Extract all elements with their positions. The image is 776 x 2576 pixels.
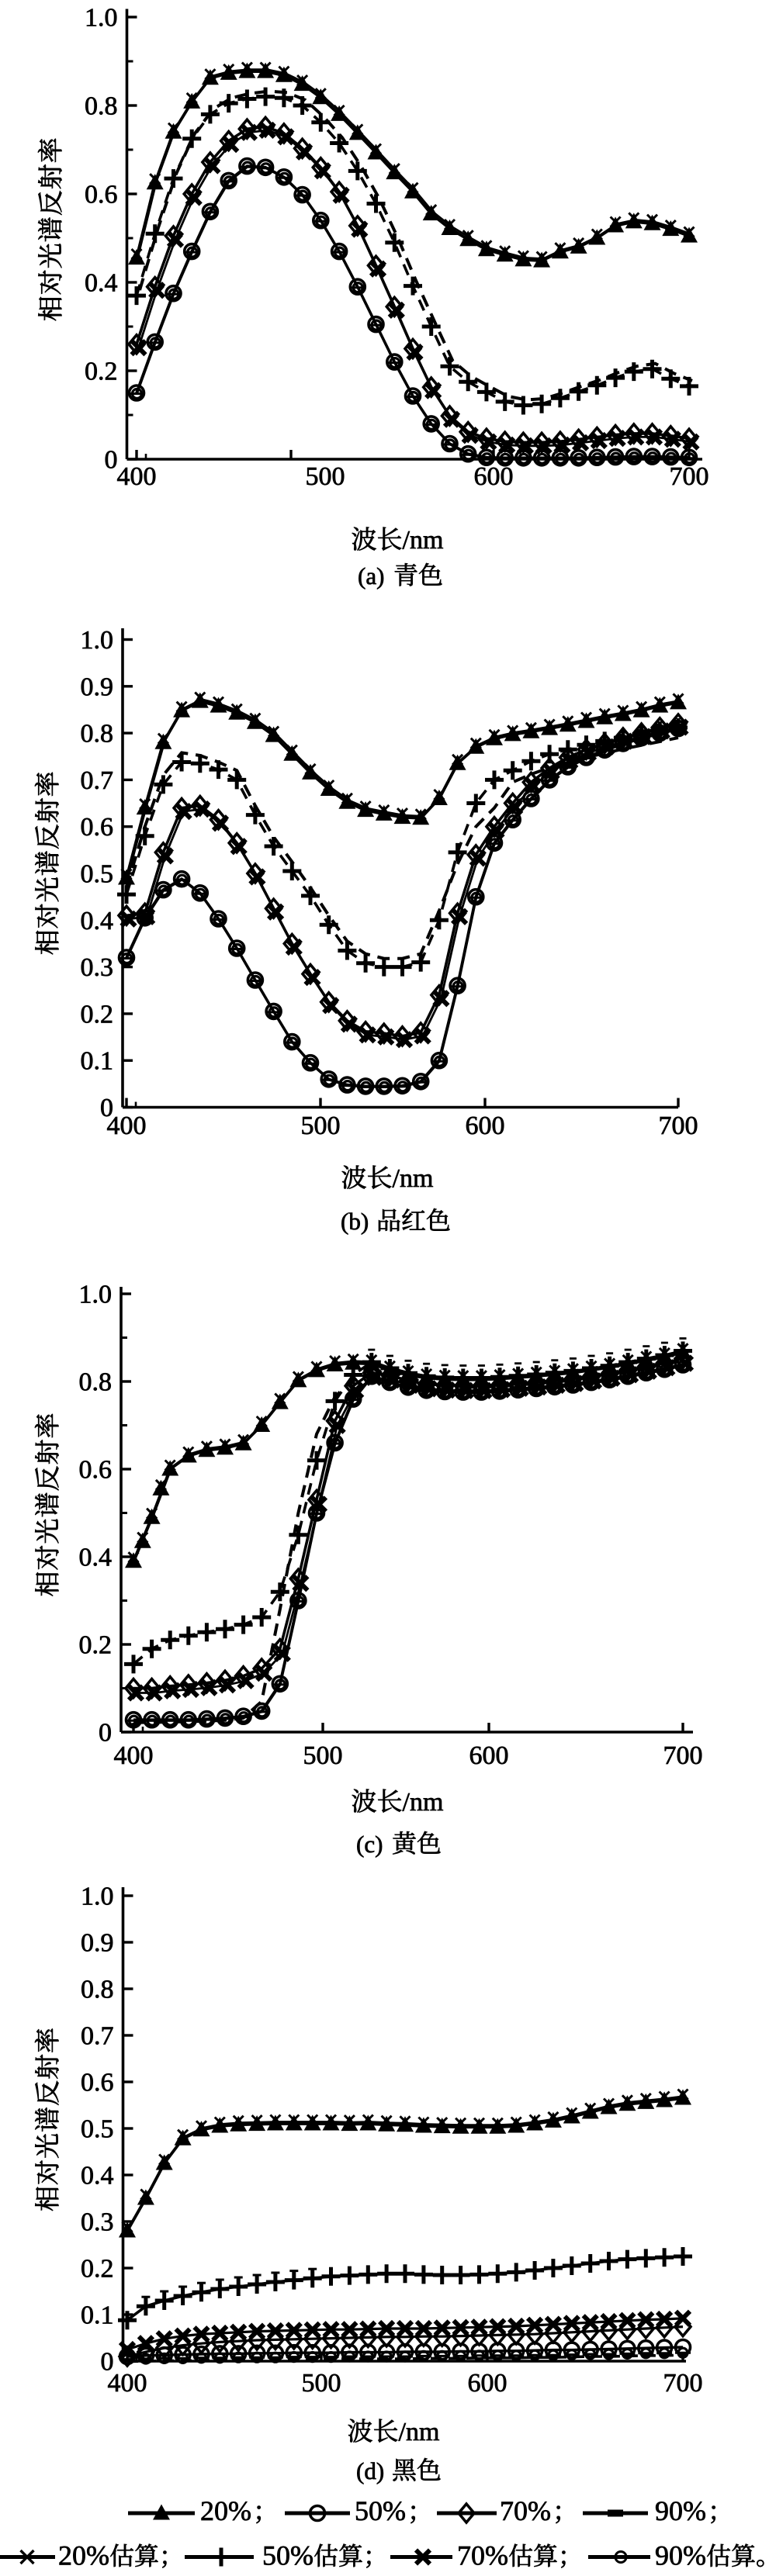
svg-text:50%: 50%: [355, 2495, 406, 2526]
svg-text:500: 500: [301, 1112, 341, 1140]
svg-text:/nm: /nm: [403, 526, 444, 555]
svg-text:0.4: 0.4: [79, 1544, 113, 1572]
svg-text:/nm: /nm: [403, 1788, 444, 1817]
svg-text:1.0: 1.0: [81, 626, 114, 655]
svg-text:/nm: /nm: [399, 2418, 440, 2446]
svg-text:0.8: 0.8: [81, 1976, 114, 2004]
svg-text:50%: 50%: [262, 2540, 314, 2571]
svg-text:(b): (b): [341, 1208, 369, 1235]
svg-text:0.9: 0.9: [81, 673, 114, 701]
svg-text:0.8: 0.8: [81, 720, 114, 749]
svg-text:20%: 20%: [200, 2495, 251, 2526]
svg-text:0.4: 0.4: [81, 907, 114, 935]
svg-text:400: 400: [108, 2369, 147, 2398]
svg-text:0.5: 0.5: [81, 860, 114, 889]
svg-text:400: 400: [114, 1741, 154, 1770]
svg-text:600: 600: [474, 462, 514, 491]
svg-text:0.8: 0.8: [79, 1368, 113, 1397]
svg-text:0.2: 0.2: [85, 358, 118, 386]
svg-text:70%: 70%: [457, 2540, 508, 2571]
svg-text:0: 0: [105, 446, 118, 475]
svg-text:0.2: 0.2: [81, 1000, 114, 1029]
svg-text:0.9: 0.9: [81, 1929, 114, 1958]
svg-text:/nm: /nm: [393, 1164, 434, 1193]
svg-text:0.4: 0.4: [85, 269, 118, 298]
svg-text:20%: 20%: [58, 2540, 109, 2571]
svg-text:0.7: 0.7: [81, 2022, 114, 2051]
svg-text:1.0: 1.0: [79, 1281, 113, 1309]
svg-text:70%: 70%: [500, 2495, 551, 2526]
svg-text:600: 600: [466, 1112, 505, 1140]
svg-text:0: 0: [101, 2348, 114, 2377]
svg-text:500: 500: [303, 1741, 343, 1770]
svg-text:500: 500: [302, 2369, 341, 2398]
svg-text:0.7: 0.7: [81, 766, 114, 795]
svg-text:0.4: 0.4: [81, 2162, 114, 2190]
svg-text:400: 400: [107, 1112, 147, 1140]
svg-text:0: 0: [99, 1719, 112, 1748]
svg-text:400: 400: [117, 462, 157, 491]
svg-text:0.6: 0.6: [79, 1456, 113, 1485]
svg-text:0.1: 0.1: [81, 1047, 114, 1076]
svg-text:700: 700: [670, 462, 709, 491]
svg-text:0.6: 0.6: [81, 813, 114, 842]
svg-text:0: 0: [100, 1094, 113, 1122]
svg-text:90%: 90%: [655, 2495, 706, 2526]
svg-text:0.2: 0.2: [79, 1631, 113, 1660]
svg-text:600: 600: [468, 2369, 508, 2398]
svg-text:600: 600: [469, 1741, 509, 1770]
svg-text:0.6: 0.6: [85, 181, 118, 209]
svg-text:700: 700: [659, 1112, 698, 1140]
svg-text:0.8: 0.8: [85, 92, 118, 121]
svg-text:0.6: 0.6: [81, 2069, 114, 2097]
svg-text:90%: 90%: [655, 2540, 706, 2571]
svg-text:(c): (c): [356, 1831, 383, 1858]
svg-text:0.1: 0.1: [81, 2301, 114, 2330]
svg-text:500: 500: [306, 462, 345, 491]
svg-text:1.0: 1.0: [85, 4, 118, 33]
svg-text:0.2: 0.2: [81, 2255, 114, 2284]
svg-text:0.5: 0.5: [81, 2115, 114, 2144]
svg-text:1.0: 1.0: [81, 1883, 114, 1911]
svg-text:700: 700: [663, 2369, 703, 2398]
svg-text:(d): (d): [356, 2457, 384, 2484]
svg-text:(a): (a): [358, 562, 384, 590]
svg-text:700: 700: [663, 1741, 703, 1770]
svg-text:0.3: 0.3: [81, 2208, 114, 2237]
svg-text:0.3: 0.3: [81, 953, 114, 982]
